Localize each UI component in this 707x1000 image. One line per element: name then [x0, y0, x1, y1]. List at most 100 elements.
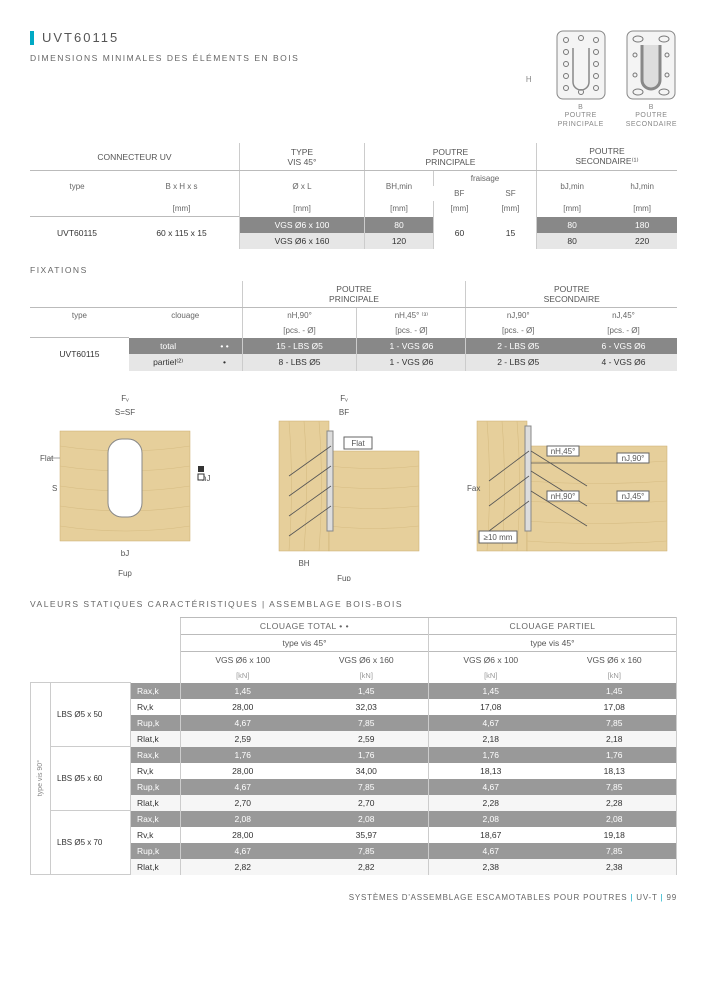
t2-r1-type: UVT60115 — [30, 338, 129, 371]
sv-cell: 18,13 — [429, 763, 553, 779]
page-subtitle: DIMENSIONS MINIMALES DES ÉLÉMENTS EN BOI… — [30, 53, 526, 63]
sv-cell: 4,67 — [429, 715, 553, 731]
t2-h-ps: POUTRE SECONDAIRE — [466, 281, 677, 308]
d2-fv: Fᵥ — [340, 394, 348, 403]
d1-ssf: S=SF — [115, 408, 135, 417]
sv-cell: 18,13 — [553, 763, 677, 779]
t1-s-bf: BF — [434, 186, 485, 201]
t1-r1-ol: VGS Ø6 x 100 — [239, 217, 364, 233]
t2-s-clouage: clouage — [129, 307, 242, 323]
sv-row-key: Rax,k — [131, 811, 181, 827]
d2-bh: BH — [298, 559, 309, 568]
d2-fup: Fup — [337, 574, 351, 581]
sv-row-key: Rv,k — [131, 763, 181, 779]
sv-cell: 4,67 — [181, 779, 305, 795]
sv-cell: 2,28 — [429, 795, 553, 811]
t1-r1-hjmin: 180 — [607, 217, 677, 233]
t1-s-type: type — [30, 171, 124, 202]
t1-h-pp: POUTRE PRINCIPALE — [364, 143, 536, 171]
diagram-1: Fᵥ S=SF Flat S hJ bJ Fup — [30, 391, 220, 583]
sv-cell: 1,45 — [429, 683, 553, 699]
d3-nj90: nJ,90° — [622, 454, 645, 463]
connector-main-label: POUTRE PRINCIPALE — [556, 112, 606, 129]
t1-s-bhx: B x H x s — [124, 171, 239, 202]
t2-r2-nh90: 8 - LBS Ø5 — [242, 354, 357, 371]
sv-h-tv2: type vis 45° — [429, 634, 677, 651]
sv-cell: 18,67 — [429, 827, 553, 843]
t1-s-bjmin: bJ,min — [536, 171, 607, 202]
sv-h-v100b: VGS Ø6 x 100 — [429, 651, 553, 668]
sv-cell: 1,45 — [181, 683, 305, 699]
sv-group-label: LBS Ø5 x 70 — [51, 811, 131, 875]
sv-row-key: Rup,k — [131, 715, 181, 731]
sv-cell: 34,00 — [305, 763, 429, 779]
header-row: UVT60115 DIMENSIONS MINIMALES DES ÉLÉMEN… — [30, 30, 677, 129]
t1-r1-bjmin: 80 — [536, 217, 607, 233]
sv-row-key: Rv,k — [131, 699, 181, 715]
d3-nh45: nH,45° — [551, 447, 576, 456]
sv-cell: 1,76 — [181, 747, 305, 763]
diagram-row: Fᵥ S=SF Flat S hJ bJ Fup Fᵥ BF — [30, 391, 677, 583]
footer-cat: UV-T — [636, 893, 657, 902]
sv-cell: 4,67 — [181, 715, 305, 731]
connector-main-b: B — [556, 104, 606, 112]
t1-r2-bjmin: 80 — [536, 233, 607, 249]
sv-side-label: type vis 90° — [31, 683, 51, 875]
sv-cell: 7,85 — [553, 715, 677, 731]
d3-nj45: nJ,45° — [622, 492, 645, 501]
d3-gap: ≥10 mm — [484, 533, 513, 542]
sv-cell: 32,03 — [305, 699, 429, 715]
sv-cell: 2,08 — [553, 811, 677, 827]
t1-r1-sf: 15 — [485, 217, 536, 249]
t2-u1: [pcs. - Ø] — [242, 323, 357, 338]
sv-cell: 2,28 — [553, 795, 677, 811]
t1-s-bhmin: BH,min — [364, 171, 433, 202]
sv-cell: 7,85 — [305, 779, 429, 795]
t1-r2-bhmin: 120 — [364, 233, 433, 249]
sv-cell: 17,08 — [553, 699, 677, 715]
sv-row-key: Rax,k — [131, 683, 181, 699]
d3-fax: Fax — [467, 484, 480, 493]
t1-r1-bhmin: 80 — [364, 217, 433, 233]
sv-cell: 4,67 — [429, 779, 553, 795]
sv-cell: 2,18 — [553, 731, 677, 747]
sv-u2: [kN] — [305, 668, 429, 683]
sv-row-key: Rlat,k — [131, 795, 181, 811]
sv-cell: 2,59 — [305, 731, 429, 747]
sv-h-tv1: type vis 45° — [181, 634, 429, 651]
sv-group-label: LBS Ø5 x 50 — [51, 683, 131, 747]
diagram-3: Fax nH,45° nJ,90° nH,90° nJ,45° ≥10 mm — [467, 391, 677, 583]
t2-s-nh45: nH,45° ⁽³⁾ — [357, 307, 466, 323]
sv-cell: 2,82 — [181, 859, 305, 875]
t1-s-ol: Ø x L — [239, 171, 364, 202]
t2-s-type: type — [30, 307, 129, 323]
sv-cell: 2,59 — [181, 731, 305, 747]
sv-row-key: Rup,k — [131, 779, 181, 795]
sv-cell: 2,82 — [305, 859, 429, 875]
sv-cell: 2,08 — [181, 811, 305, 827]
sv-cell: 28,00 — [181, 827, 305, 843]
t2-u4: [pcs. - Ø] — [570, 323, 677, 338]
t2-r2-nh45: 1 - VGS Ø6 — [357, 354, 466, 371]
sv-group-label: LBS Ø5 x 60 — [51, 747, 131, 811]
sv-cell: 28,00 — [181, 763, 305, 779]
sv-cell: 1,45 — [553, 683, 677, 699]
sv-cell: 7,85 — [553, 779, 677, 795]
sv-cell: 28,00 — [181, 699, 305, 715]
t2-s-nj90: nJ,90° — [466, 307, 570, 323]
sv-cell: 2,08 — [429, 811, 553, 827]
sv-cell: 2,08 — [305, 811, 429, 827]
sv-row-key: Rup,k — [131, 843, 181, 859]
sv-h-v160b: VGS Ø6 x 160 — [553, 651, 677, 668]
sv-cell: 4,67 — [429, 843, 553, 859]
connector-sec-label: POUTRE SECONDAIRE — [626, 112, 677, 129]
static-values-table: CLOUAGE TOTAL • • CLOUAGE PARTIEL type v… — [30, 617, 677, 876]
sv-row-key: Rax,k — [131, 747, 181, 763]
connector-sec-b: B — [626, 104, 677, 112]
sv-cell: 1,76 — [305, 747, 429, 763]
sv-row-key: Rv,k — [131, 827, 181, 843]
t1-u2: [mm] — [239, 201, 364, 217]
sv-h-v160a: VGS Ø6 x 160 — [305, 651, 429, 668]
t1-r2-ol: VGS Ø6 x 160 — [239, 233, 364, 249]
sv-h-ct: CLOUAGE TOTAL • • — [181, 617, 429, 634]
